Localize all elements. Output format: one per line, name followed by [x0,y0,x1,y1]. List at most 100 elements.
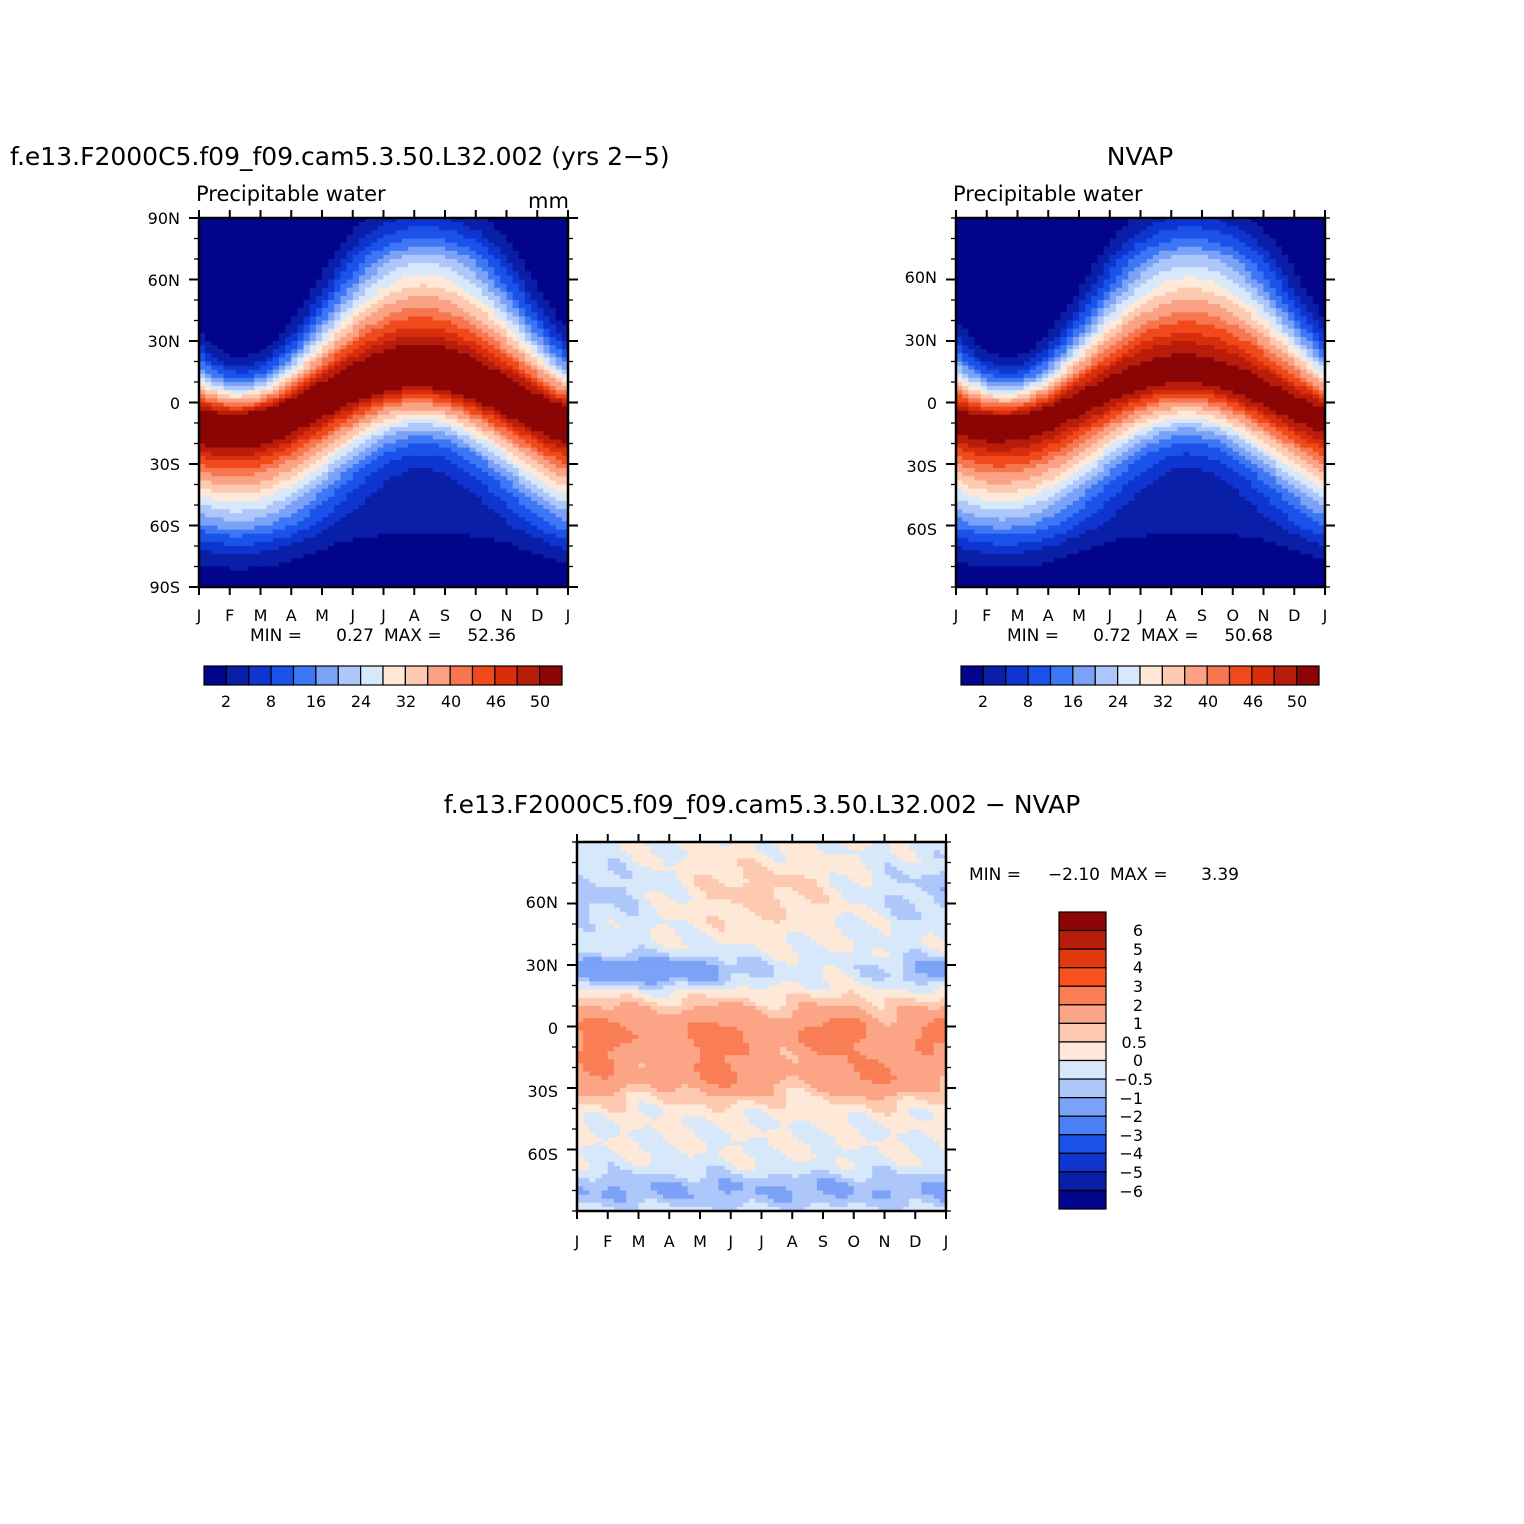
contour-cell [211,558,219,563]
contour-cell [309,324,317,330]
contour-cell [426,386,434,391]
contour-cell [457,369,465,375]
contour-cell [278,443,286,449]
contour-cell [524,513,532,518]
contour-cell [309,373,317,379]
contour-cell [475,328,483,334]
contour-cell [506,230,514,235]
contour-cell [414,267,421,272]
contour-cell [524,328,532,334]
contour-cell [285,304,292,309]
contour-cell [248,427,255,432]
contour-cell [346,537,354,543]
contour-cell [199,312,206,317]
contour-cell [420,394,428,399]
contour-cell [506,484,514,490]
contour-cell [537,537,544,543]
contour-cell [506,238,514,244]
contour-cell [352,423,360,428]
contour-cell [549,341,557,346]
contour-cell [438,349,446,354]
contour-cell [371,234,378,240]
contour-cell [217,455,225,461]
contour-cell [260,533,268,539]
contour-cell [346,246,354,252]
contour-cell [297,492,305,498]
contour-cell [229,431,237,436]
contour-cell [340,414,348,420]
contour-cell [340,406,348,412]
contour-cell [272,541,280,547]
contour-cell [303,349,311,354]
contour-cell [365,349,372,354]
contour-cell [524,369,532,375]
contour-cell [475,349,483,354]
contour-cell [500,361,508,367]
contour-cell [217,259,225,264]
contour-cell [561,390,569,395]
contour-cell [334,468,342,473]
contour-cell [401,324,409,330]
contour-cell [328,320,335,326]
contour-cell [531,373,538,379]
contour-cell [229,312,237,317]
contour-cell [445,345,452,350]
contour-cell [272,402,280,408]
contour-cell [229,418,237,424]
contour-cell [414,431,421,436]
contour-cell [266,349,274,354]
contour-cell [518,496,526,502]
contour-cell [365,259,372,264]
contour-cell [537,529,544,535]
contour-cell [549,455,557,461]
contour-cell [389,443,397,449]
contour-cell [408,410,415,416]
contour-cell [395,250,403,256]
contour-cell [285,517,292,522]
contour-cell [451,382,458,387]
contour-cell [469,468,477,473]
contour-cell [531,496,538,502]
contour-cell [537,484,544,490]
contour-cell [260,492,268,498]
contour-cell [303,320,311,326]
contour-cell [408,295,415,301]
contour-cell [531,304,538,309]
contour-cell [272,283,280,289]
contour-cell [518,554,526,559]
contour-cell [506,222,514,227]
contour-cell [383,513,391,518]
contour-cell [340,418,348,424]
contour-cell [365,222,372,227]
contour-cell [383,480,391,486]
contour-cell [199,361,206,367]
contour-cell [365,295,372,301]
contour-cell [346,324,354,330]
contour-cell [340,246,348,252]
contour-cell [383,435,391,440]
contour-cell [235,500,243,506]
contour-cell [260,361,268,367]
contour-cell [371,550,378,555]
contour-cell [377,312,385,317]
contour-cell [389,496,397,502]
contour-cell [549,406,557,412]
contour-cell [340,357,348,363]
contour-cell [408,439,415,445]
contour-cell [254,254,262,260]
contour-cell [223,357,231,363]
contour-cell [205,218,212,223]
contour-cell [506,361,514,367]
contour-cell [248,439,255,445]
contour-cell [322,550,329,555]
contour-cell [254,455,262,461]
contour-cell [506,468,514,473]
contour-cell [377,267,385,272]
contour-cell [555,509,563,514]
contour-cell [334,410,342,416]
contour-cell [549,382,557,387]
contour-cell [371,406,378,412]
contour-cell [543,357,551,363]
contour-cell [420,320,428,326]
contour-cell [309,541,317,547]
